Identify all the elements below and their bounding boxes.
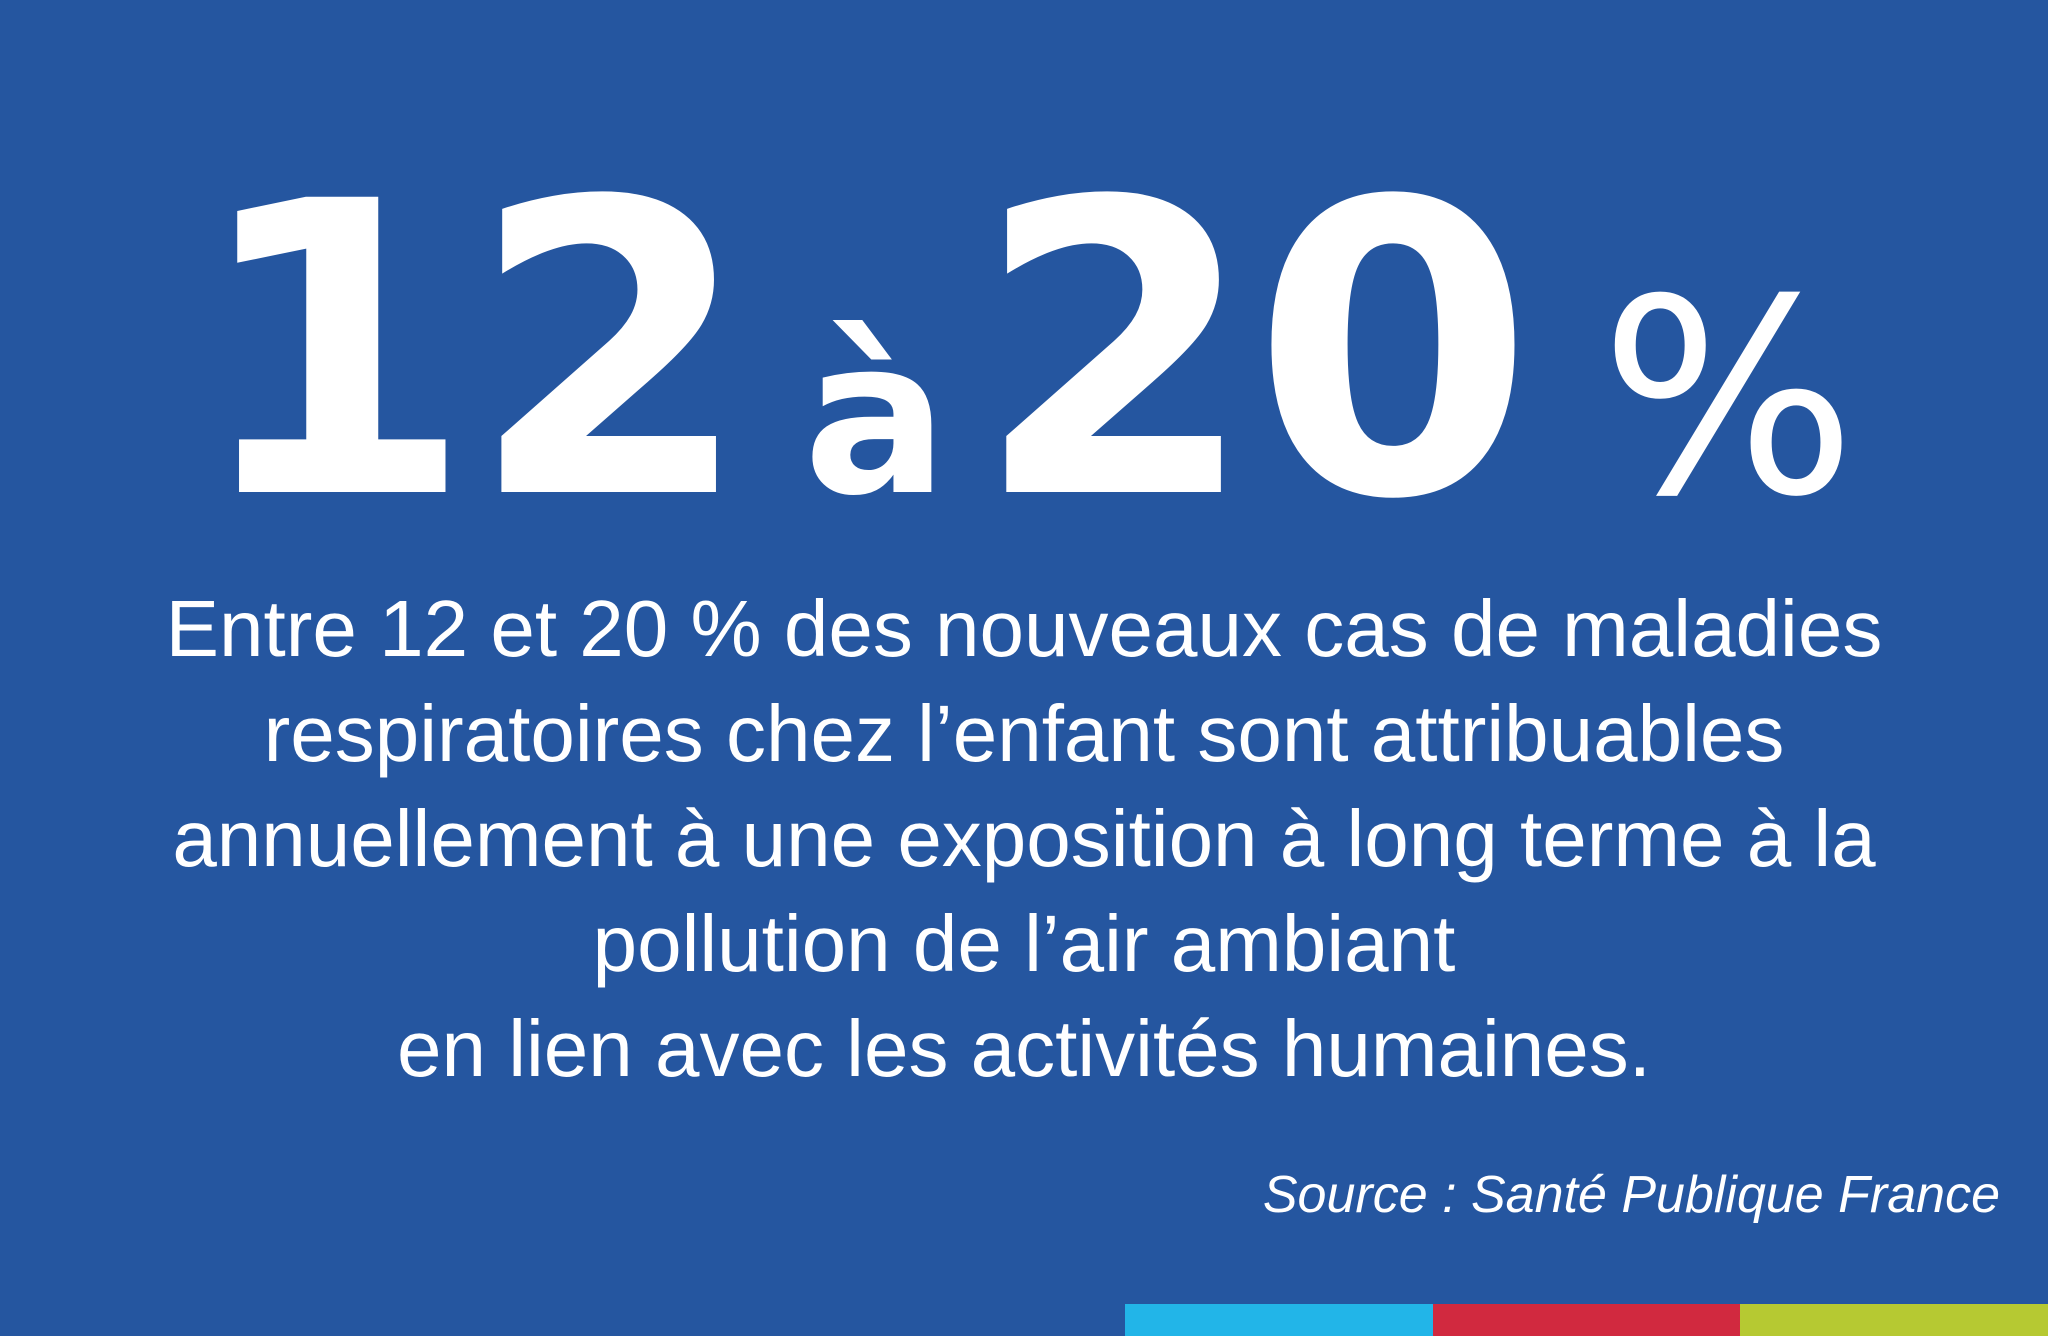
description-line: en lien avec les activités humaines. xyxy=(397,1004,1651,1093)
source-credit: Source : Santé Publique France xyxy=(1262,1166,2000,1224)
description-line: annuellement à une exposition à long ter… xyxy=(172,794,1876,883)
headline-number-from: 12 xyxy=(191,116,752,588)
description-line: respiratoires chez l’enfant sont attribu… xyxy=(263,689,1785,778)
description-line: pollution de l’air ambiant xyxy=(592,899,1456,988)
headline-statistic: 12 à20% xyxy=(0,150,2048,555)
description-paragraph: Entre 12 et 20 % des nouveaux cas de mal… xyxy=(0,576,2048,1101)
description-line: Entre 12 et 20 % des nouveaux cas de mal… xyxy=(165,584,1883,673)
headline-number-to: 20 xyxy=(974,116,1534,588)
headline-conjunction: à xyxy=(803,292,949,543)
headline-percent-sign: % xyxy=(1599,241,1857,556)
decorative-color-bar xyxy=(1125,1304,2048,1336)
color-bar-segment-red xyxy=(1432,1304,1741,1336)
color-bar-segment-blue xyxy=(1125,1304,1433,1336)
color-bar-segment-green xyxy=(1740,1304,2048,1336)
